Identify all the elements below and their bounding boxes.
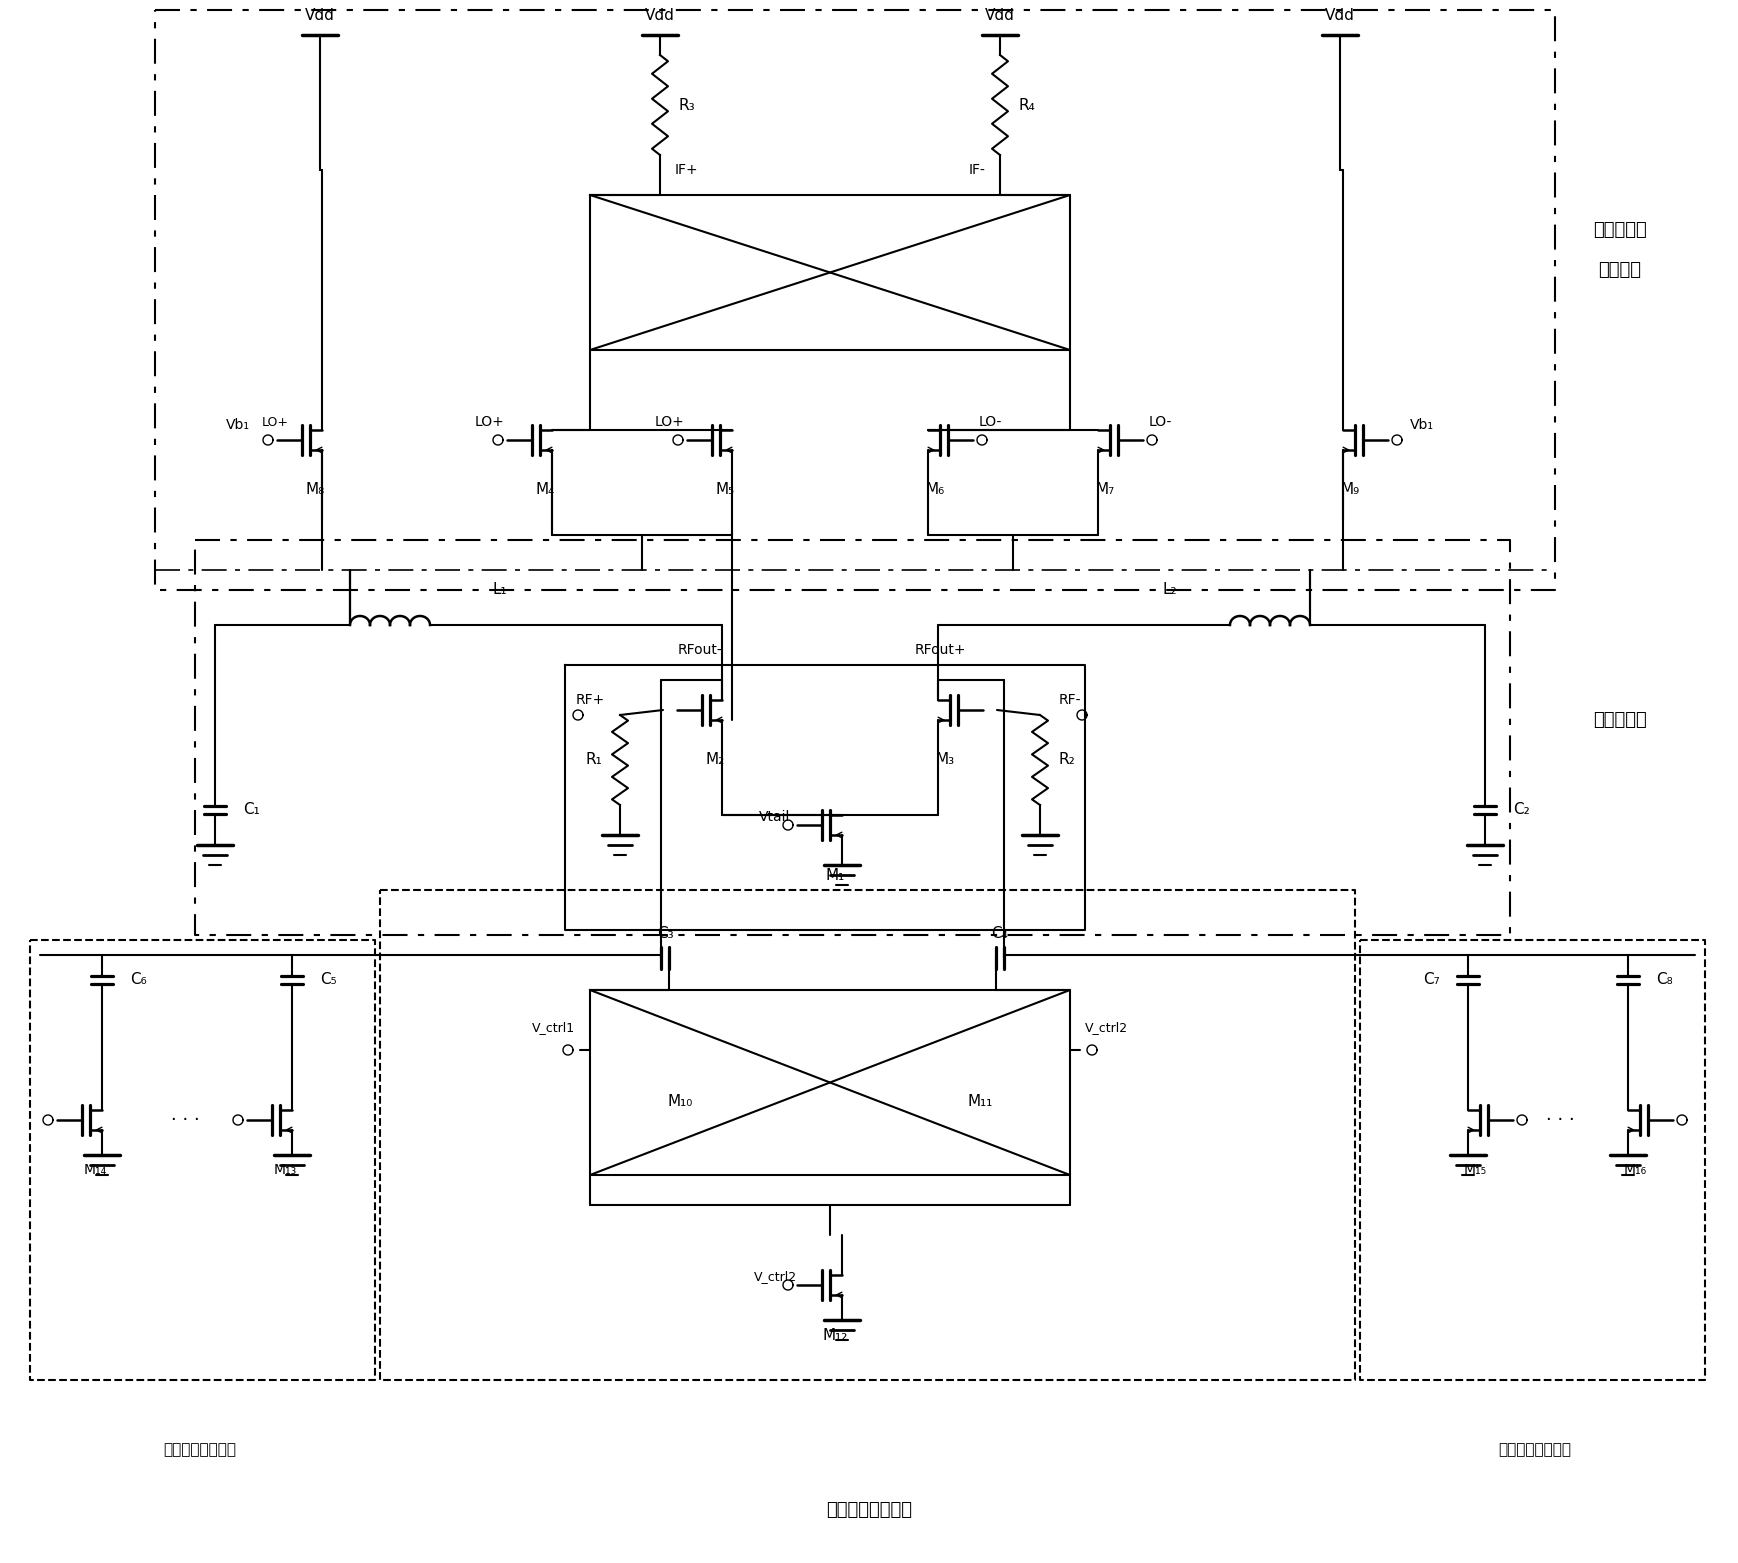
Text: C₄: C₄: [992, 925, 1008, 941]
Text: M₈: M₈: [306, 483, 325, 497]
Text: Vb₁: Vb₁: [226, 417, 250, 431]
Text: V_ctrl1: V_ctrl1: [532, 1022, 575, 1035]
Text: R₄: R₄: [1018, 97, 1034, 113]
Text: L₂: L₂: [1163, 583, 1177, 597]
Text: M₄: M₄: [535, 483, 554, 497]
Text: R₃: R₃: [678, 97, 695, 113]
Text: IF-: IF-: [968, 163, 985, 177]
Text: 结构电路: 结构电路: [1599, 261, 1641, 280]
Text: M₃: M₃: [935, 752, 954, 767]
Text: Vtail: Vtail: [760, 810, 791, 824]
Text: LO-: LO-: [1149, 416, 1171, 428]
Text: V_ctrl2: V_ctrl2: [1085, 1022, 1128, 1035]
Text: Vdd: Vdd: [985, 8, 1015, 22]
Text: C₂: C₂: [1514, 802, 1529, 817]
Text: RFout+: RFout+: [914, 642, 966, 656]
Text: C₃: C₃: [657, 925, 673, 941]
Text: M₂: M₂: [706, 752, 725, 767]
Text: M₁₀: M₁₀: [667, 1094, 693, 1110]
Text: R₂: R₂: [1058, 752, 1074, 767]
Text: M₁: M₁: [826, 867, 845, 883]
Text: M₇: M₇: [1095, 483, 1114, 497]
Text: · · ·: · · ·: [170, 1111, 200, 1128]
Text: 数字控制电容阵列: 数字控制电容阵列: [1498, 1443, 1571, 1458]
Text: M₆: M₆: [925, 483, 944, 497]
Text: M₁₁: M₁₁: [968, 1094, 992, 1110]
Text: Vdd: Vdd: [306, 8, 335, 22]
Text: V_ctrl2: V_ctrl2: [754, 1271, 796, 1283]
Text: LO+: LO+: [474, 416, 504, 428]
Text: LO+: LO+: [655, 416, 685, 428]
Text: · · ·: · · ·: [1545, 1111, 1575, 1128]
Text: C₅: C₅: [320, 972, 337, 988]
Text: M₁₄: M₁₄: [83, 1163, 106, 1177]
Text: Vdd: Vdd: [645, 8, 674, 22]
Text: M₁₂: M₁₂: [822, 1327, 848, 1343]
Text: 双平衡差分: 双平衡差分: [1594, 220, 1648, 239]
Text: L₁: L₁: [492, 583, 507, 597]
Text: IF+: IF+: [674, 163, 699, 177]
Text: RF+: RF+: [575, 692, 605, 706]
Text: M₁₅: M₁₅: [1463, 1163, 1486, 1177]
Text: C₇: C₇: [1423, 972, 1441, 988]
Text: M₉: M₉: [1340, 483, 1359, 497]
Text: C₈: C₈: [1656, 972, 1672, 988]
Text: RFout-: RFout-: [678, 642, 723, 656]
Text: Vdd: Vdd: [1324, 8, 1356, 22]
Text: RF-: RF-: [1058, 692, 1081, 706]
Text: C₁: C₁: [243, 802, 259, 817]
Text: R₁: R₁: [586, 752, 601, 767]
Text: 数字控制电容阵列: 数字控制电容阵列: [163, 1443, 236, 1458]
Text: 可调负阻结构电路: 可调负阻结构电路: [826, 1500, 912, 1519]
Text: M₅: M₅: [716, 483, 735, 497]
Text: LO+: LO+: [261, 416, 289, 428]
Text: Vb₁: Vb₁: [1410, 417, 1434, 431]
Text: M₁₆: M₁₆: [1623, 1163, 1646, 1177]
Text: M₁₃: M₁₃: [273, 1163, 297, 1177]
Text: C₆: C₆: [130, 972, 146, 988]
Text: LO-: LO-: [978, 416, 1001, 428]
Text: 射频输入端: 射频输入端: [1594, 711, 1648, 728]
